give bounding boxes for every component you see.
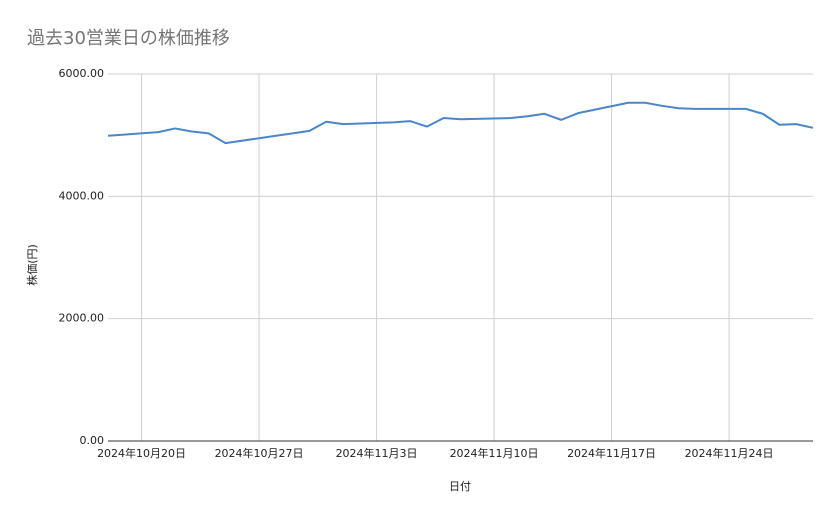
chart-title: 過去30営業日の株価推移 (27, 28, 230, 49)
y-tick-label: 6000.00 (59, 67, 105, 80)
x-tick-label: 2024年11月3日 (336, 446, 418, 460)
line-series (107, 101, 814, 145)
x-axis-label: 日付 (449, 480, 471, 493)
x-tick-label: 2024年11月10日 (450, 446, 539, 460)
x-tick-label: 2024年10月20日 (97, 446, 186, 460)
y-tick-label: 4000.00 (59, 189, 105, 202)
x-tick-label: 2024年11月17日 (567, 446, 656, 460)
x-tick-label: 2024年11月24日 (685, 446, 774, 460)
y-axis-label: 株価(円) (25, 244, 39, 286)
x-tick-label: 2024年10月27日 (215, 446, 304, 460)
y-tick-label: 0.00 (80, 434, 105, 447)
y-tick-label: 2000.00 (59, 312, 105, 325)
